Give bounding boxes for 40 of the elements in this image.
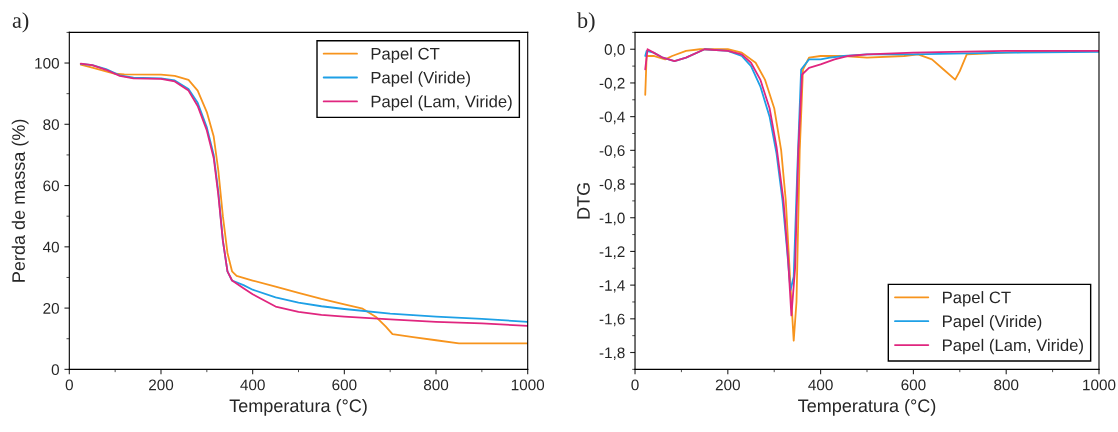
x-tick-label: 0 [65,379,73,391]
y-tick-label: 60 [43,180,59,192]
x-tick-label: 200 [715,379,740,391]
x-tick-label: 400 [240,379,265,391]
x-tick-label: 200 [149,379,174,391]
y-tick-label: -1,4 [599,280,625,293]
legend-label: Papel (Lam, Viride) [371,95,512,111]
y-tick-label: 0,0 [604,44,625,57]
legend-label: Papel (Viride) [943,314,1042,331]
legend-label: Papel CT [943,291,1011,307]
y-tick-label: -0,6 [599,145,625,158]
x-tick-label: 1000 [511,379,545,391]
y-tick-label: -0,2 [599,77,625,91]
y-axis-title: Perda de massa (%) [11,119,29,282]
legend-label: Papel (Lam, Viride) [943,338,1083,355]
y-tick-label: -1,0 [599,212,625,226]
x-tick-label: 600 [901,379,926,391]
x-tick-label: 1000 [1083,379,1116,391]
x-tick-label: 600 [332,379,357,391]
y-tick-label: 80 [43,119,59,130]
x-tick-label: 800 [423,379,449,391]
y-tick-label: 0 [51,364,59,376]
x-axis-title: Temperatura (°C) [229,398,367,416]
x-tick-label: 0 [631,379,639,391]
y-tick-label: -0,8 [599,178,625,192]
x-tick-label: 800 [994,379,1019,391]
legend-label: Papel CT [371,47,440,63]
y-axis-title: DTG [577,183,590,219]
chart-title: a) [12,12,29,33]
x-tick-label: 400 [808,379,833,391]
chart-title: b) [577,12,595,33]
y-tick-label: -1,6 [599,313,625,327]
legend-label: Papel (Viride) [371,71,470,87]
y-tick-label: -0,4 [599,111,625,125]
x-axis-title: Temperatura (°C) [798,398,936,416]
y-tick-label: -1,2 [599,246,625,259]
y-tick-label: -1,8 [599,347,625,360]
y-tick-label: 100 [35,57,59,69]
y-tick-label: 40 [42,241,59,253]
y-tick-label: 20 [43,302,59,314]
